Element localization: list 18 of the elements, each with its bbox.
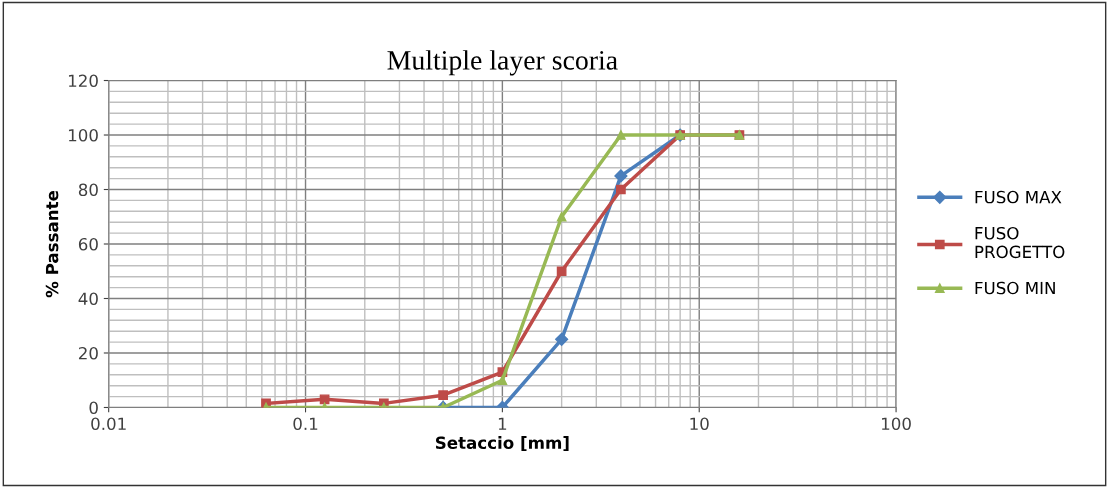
x-axis-title: Setaccio [mm] — [435, 436, 569, 451]
y-tick-label: 40 — [78, 292, 98, 306]
x-tick-label: 100 — [882, 417, 911, 431]
y-tick-label: 60 — [78, 237, 98, 251]
y-axis-title: % Passante — [45, 190, 59, 298]
chart-title: Multiple layer scoria — [387, 50, 618, 76]
y-tick-label: 0 — [89, 401, 98, 415]
x-tick-label: 10 — [690, 417, 709, 431]
x-tick-label: 0.1 — [293, 417, 318, 431]
x-tick-label: 0.01 — [91, 417, 126, 431]
y-tick-label: 80 — [78, 183, 98, 197]
y-tick-label: 120 — [68, 74, 98, 88]
x-tick-label: 1 — [498, 417, 507, 430]
legend-label: FUSO MAX — [975, 190, 1062, 204]
legend-label: FUSO PROGETTO — [975, 226, 1065, 259]
y-tick-label: 20 — [78, 346, 98, 360]
y-tick-label: 100 — [68, 128, 98, 142]
legend-label: FUSO MIN — [975, 281, 1055, 295]
